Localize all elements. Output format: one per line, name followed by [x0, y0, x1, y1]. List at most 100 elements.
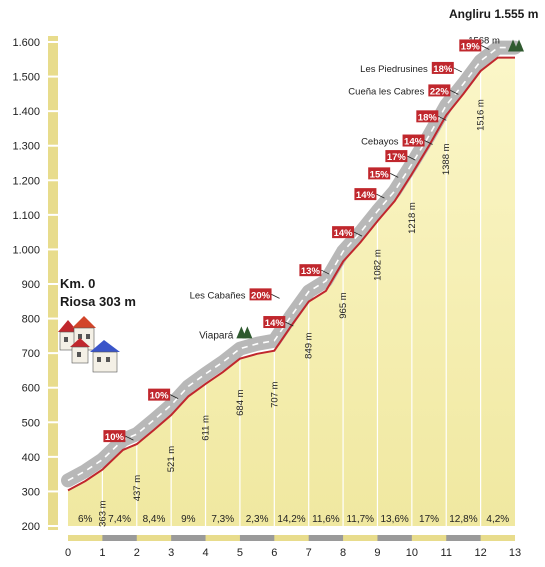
start-label-km: Km. 0: [60, 276, 95, 291]
road-centerline: [67, 46, 515, 482]
ramp-badge-box: [263, 316, 286, 329]
segment-gradient-label: 13,6%: [380, 514, 408, 525]
ramp-pointer: [453, 67, 462, 73]
ramp-badge: 14% Cebayos: [361, 134, 433, 148]
x-axis-bar: [68, 535, 515, 541]
km-altitude-label: 684 m: [235, 389, 246, 415]
ramp-badge: 19%: [459, 39, 490, 52]
segment-gradient-label: 7,4%: [108, 514, 131, 525]
ramp-pointer: [376, 193, 385, 199]
y-tick-mark: [48, 386, 58, 389]
segment-gradient-label: 17%: [419, 514, 439, 525]
ramp-place-name: Les Cabañes: [190, 290, 246, 301]
ramp-pointer: [481, 45, 490, 50]
ramp-badge-box: [431, 61, 454, 74]
ramp-percentage: 22%: [430, 86, 450, 97]
y-tick-label: 1.200: [12, 175, 40, 187]
ramp-pointer: [321, 269, 330, 275]
y-tick-label: 500: [22, 417, 40, 429]
ramp-place-name: Les Piedrusines: [360, 64, 428, 75]
ramp-percentage: 18%: [418, 112, 438, 123]
x-axis-km-segment: [171, 535, 206, 541]
peak-icon: [508, 39, 524, 52]
ramp-badge-box: [103, 430, 126, 443]
ramp-badge: 14%: [263, 316, 294, 329]
x-tick-label: 9: [374, 547, 380, 559]
y-tick-label: 1.400: [12, 106, 40, 118]
y-tick-label: 300: [22, 486, 40, 498]
ramp-badge-box: [249, 288, 272, 301]
start-label-town: Riosa 303 m: [60, 294, 136, 309]
ramp-percentage: 10%: [150, 391, 170, 402]
ramp-badge: 10%: [103, 430, 134, 443]
ramp-pointer: [169, 394, 179, 399]
y-tick-mark: [48, 110, 58, 113]
ramp-percentage: 18%: [433, 64, 453, 75]
ramp-percentage: 14%: [404, 137, 424, 148]
y-tick-mark: [48, 421, 58, 424]
ramp-percentage: 15%: [370, 169, 390, 180]
y-tick-mark: [48, 490, 58, 493]
km-altitude-label: 1516 m: [476, 99, 487, 131]
summit-altitude-label: 1568 m: [468, 36, 500, 47]
x-tick-label: 4: [202, 547, 208, 559]
y-tick-mark: [48, 317, 58, 320]
x-axis-km-segment: [308, 535, 344, 541]
y-tick-label: 600: [22, 383, 40, 395]
ramp-percentage: 10%: [105, 432, 125, 443]
segment-gradient-label: 7,3%: [211, 514, 234, 525]
x-axis-km-segment: [102, 535, 137, 541]
km-altitude-label: 707 m: [269, 381, 280, 407]
ramp-badge: 18% Les Piedrusines: [360, 61, 462, 75]
x-tick-label: 1: [99, 547, 105, 559]
x-tick-label: 8: [340, 547, 346, 559]
village-icon: [58, 316, 120, 373]
ramp-badge-box: [299, 264, 322, 277]
profile-area: [68, 57, 515, 526]
km-altitude-label: 849 m: [304, 332, 315, 358]
peak-shape: [514, 39, 524, 52]
segment-gradient-label: 12,8%: [449, 514, 477, 525]
x-tick-label: 2: [134, 547, 140, 559]
ramp-percentage: 20%: [251, 290, 271, 301]
x-axis-km-segment: [377, 535, 412, 541]
ramp-badge-box: [332, 226, 355, 239]
ramp-badge-box: [402, 134, 425, 147]
x-tick-label: 5: [237, 547, 243, 559]
segment-gradient-label: 2,3%: [246, 514, 269, 525]
km-altitude-label: 965 m: [338, 292, 349, 318]
y-tick-mark: [48, 179, 58, 182]
ramp-percentage: 14%: [265, 318, 285, 329]
ramp-pointer: [407, 155, 416, 161]
segment-gradient-label: 8,4%: [143, 514, 166, 525]
peak-shape: [242, 326, 253, 339]
ramp-pointer: [424, 140, 433, 145]
ramp-pointer: [390, 173, 399, 178]
y-tick-label: 400: [22, 452, 40, 464]
ramp-pointer: [285, 321, 294, 327]
ramp-percentage: 17%: [387, 152, 407, 163]
x-axis-km-segment: [446, 535, 481, 541]
segment-gradient-label: 4,2%: [486, 514, 509, 525]
segment-gradient-label: 6%: [78, 514, 93, 525]
ramp-badge: 15%: [368, 167, 399, 180]
y-tick-label: 1.300: [12, 141, 40, 153]
y-tick-label: 200: [22, 521, 40, 533]
y-tick-label: 1.100: [12, 210, 40, 222]
ramp-place-name: Cueña les Cabres: [348, 86, 424, 97]
y-tick-mark: [48, 75, 58, 78]
ramp-percentage: 19%: [461, 41, 481, 52]
y-tick-mark: [48, 248, 58, 251]
x-axis-km-segment: [239, 535, 275, 541]
km-altitude-label: 437 m: [132, 475, 143, 501]
ramp-pointer: [353, 231, 363, 237]
x-tick-label: 7: [306, 547, 312, 559]
y-tick-label: 1.000: [12, 244, 40, 256]
peak-icon: Viapará: [199, 326, 253, 341]
segment-gradient-label: 9%: [181, 514, 196, 525]
x-tick-label: 11: [441, 547, 452, 559]
y-tick-mark: [48, 144, 58, 147]
ramp-badge: 17%: [385, 150, 416, 163]
x-tick-label: 6: [271, 547, 277, 559]
